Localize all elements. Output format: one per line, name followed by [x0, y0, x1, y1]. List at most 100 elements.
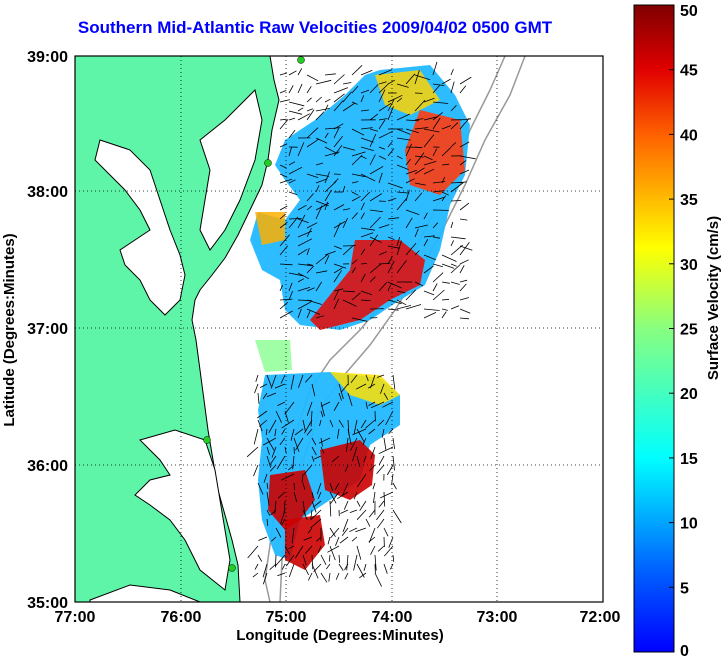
velocity-arrow — [266, 482, 269, 490]
x-tick-label: 72:00 — [580, 609, 621, 626]
velocity-arrow — [360, 263, 368, 265]
velocity-arrow — [297, 142, 305, 157]
velocity-arrow — [293, 437, 300, 452]
velocity-arrow — [344, 464, 349, 472]
velocity-arrow — [266, 374, 272, 387]
y-tick-label: 35:00 — [27, 595, 68, 612]
velocity-arrow — [324, 104, 329, 112]
velocity-arrow — [351, 536, 358, 542]
velocity-arrow — [269, 464, 277, 472]
velocity-arrow — [355, 527, 367, 533]
velocity-arrow — [346, 437, 349, 453]
velocity-arrow — [414, 281, 424, 287]
velocity-arrow — [351, 128, 365, 136]
velocity-arrow — [450, 263, 457, 267]
velocity-arrow — [459, 141, 470, 148]
velocity-arrow — [315, 205, 323, 220]
velocity-arrow — [432, 222, 439, 229]
velocity-arrow — [378, 102, 392, 112]
velocity-arrow — [301, 473, 304, 483]
velocity-arrow — [369, 133, 377, 148]
velocity-arrow — [459, 118, 472, 121]
velocity-arrow — [405, 304, 422, 310]
velocity-arrow — [450, 244, 463, 256]
velocity-arrow — [297, 248, 308, 256]
velocity-arrow — [351, 173, 366, 178]
velocity-arrow — [288, 179, 296, 184]
velocity-arrow — [450, 81, 455, 94]
velocity-arrow — [387, 299, 402, 305]
velocity-arrow — [368, 428, 376, 435]
velocity-arrow — [259, 383, 268, 388]
velocity-arrow — [414, 118, 424, 121]
velocity-arrow — [313, 455, 322, 460]
velocity-arrow — [441, 195, 447, 202]
velocity-arrow — [381, 428, 385, 438]
velocity-arrow — [268, 419, 277, 433]
velocity-arrow — [320, 572, 328, 583]
velocity-arrow — [324, 127, 341, 130]
velocity-arrow — [450, 240, 454, 247]
velocity-arrow — [388, 536, 394, 548]
velocity-arrow — [288, 70, 297, 76]
velocity-arrow — [288, 146, 293, 157]
velocity-arrow — [441, 281, 450, 284]
velocity-arrow — [414, 192, 423, 202]
velocity-arrow — [369, 464, 376, 472]
velocity-arrow — [297, 272, 310, 280]
velocity-arrow — [378, 172, 383, 184]
velocity-arrow — [297, 68, 303, 76]
velocity-arrow — [295, 545, 304, 559]
velocity-arrow — [310, 509, 313, 520]
velocity-arrow — [383, 563, 388, 574]
velocity-arrow — [405, 178, 415, 184]
velocity-arrow — [396, 83, 409, 88]
velocity-arrow — [378, 155, 387, 160]
velocity-arrow — [405, 143, 413, 157]
velocity-arrow — [391, 473, 394, 485]
velocity-arrow — [396, 198, 407, 211]
velocity-arrow — [290, 374, 295, 390]
velocity-arrow — [423, 134, 435, 148]
velocity-arrow — [297, 286, 311, 292]
velocity-arrow — [271, 446, 277, 458]
velocity-arrow — [253, 464, 259, 477]
velocity-arrow — [247, 545, 259, 559]
velocity-arrow — [432, 197, 445, 202]
velocity-arrow — [387, 217, 400, 220]
velocity-arrow — [441, 263, 455, 269]
velocity-arrow — [351, 195, 361, 202]
velocity-arrow — [315, 137, 328, 144]
velocity-arrow — [369, 154, 376, 166]
velocity-arrow — [360, 155, 367, 160]
velocity-arrow — [334, 482, 340, 491]
velocity-arrow — [459, 155, 476, 160]
velocity-arrow — [306, 97, 312, 103]
velocity-arrow — [369, 209, 383, 213]
velocity-arrow — [306, 109, 315, 121]
velocity-arrow — [324, 98, 331, 103]
velocity-arrow — [459, 160, 467, 166]
velocity-arrow — [302, 509, 308, 520]
velocity-arrow — [450, 305, 460, 310]
velocity-arrow — [306, 86, 312, 94]
velocity-arrow — [441, 163, 450, 166]
map-area — [75, 56, 603, 602]
velocity-arrow — [297, 218, 309, 224]
colorbar-tick-label: 0 — [680, 643, 689, 659]
velocity-arrow — [302, 563, 309, 575]
velocity-arrow — [405, 169, 418, 175]
velocity-arrow — [360, 248, 366, 256]
velocity-arrow — [315, 111, 325, 121]
velocity-arrow — [405, 128, 420, 134]
velocity-arrow — [360, 299, 371, 302]
velocity-arrow — [306, 127, 319, 139]
velocity-arrow — [351, 212, 358, 220]
velocity-arrow — [281, 419, 295, 429]
velocity-arrow — [331, 455, 340, 463]
velocity-arrow — [363, 455, 367, 463]
velocity-arrow — [330, 527, 340, 539]
velocity-arrow — [252, 572, 259, 578]
velocity-arrow — [414, 146, 423, 149]
velocity-arrow — [335, 572, 340, 580]
